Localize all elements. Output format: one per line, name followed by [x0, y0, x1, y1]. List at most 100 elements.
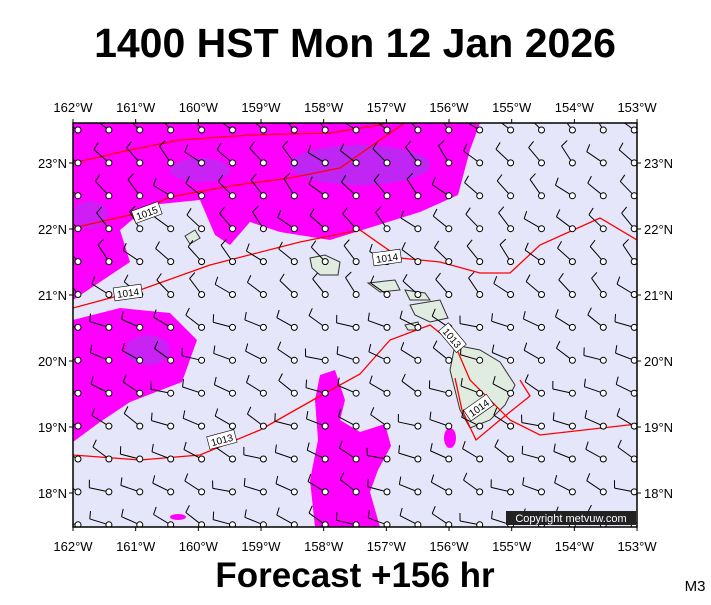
barb-station [199, 390, 205, 396]
lon-label: 155°W [492, 100, 532, 115]
barb-station [508, 456, 514, 462]
barb-station [353, 193, 359, 199]
barb-station [137, 160, 143, 166]
barb-feather [59, 378, 60, 386]
barb-station [260, 324, 266, 330]
barb-station [446, 390, 452, 396]
barb-station [230, 193, 236, 199]
barb-station [569, 489, 575, 495]
barb-station [106, 423, 112, 429]
barb-station [322, 423, 328, 429]
barb-station [508, 226, 514, 232]
lon-label: 157°W [367, 539, 407, 554]
barb-station [600, 292, 606, 298]
barb-station [168, 160, 174, 166]
barb-station [569, 390, 575, 396]
barb-station [75, 127, 81, 133]
title: 1400 HST Mon 12 Jan 2026 [94, 20, 616, 66]
barb-feather [61, 441, 64, 449]
lon-label: 156°W [429, 100, 469, 115]
barb-station [477, 193, 483, 199]
barb-station [539, 456, 545, 462]
copyright: Copyright metvuw.com [515, 513, 626, 525]
barb-station [322, 160, 328, 166]
lat-label: 20°N [644, 354, 673, 369]
barb-station [199, 357, 205, 363]
barb-station [569, 324, 575, 330]
map-area [58, 107, 637, 527]
barb-station [260, 357, 266, 363]
barb-station [322, 292, 328, 298]
barb-station [230, 357, 236, 363]
barb-station [137, 193, 143, 199]
barb-station [415, 292, 421, 298]
barb-station [477, 259, 483, 265]
lon-label: 159°W [241, 539, 281, 554]
barb-station [539, 127, 545, 133]
barb-station [291, 489, 297, 495]
lat-label: 22°N [644, 222, 673, 237]
barb-station [230, 390, 236, 396]
barb-station [75, 357, 81, 363]
barb-station [106, 160, 112, 166]
barb-station [508, 292, 514, 298]
barb-station [137, 226, 143, 232]
barb-station [199, 127, 205, 133]
barb-station [539, 193, 545, 199]
barb-station [477, 456, 483, 462]
barb-station [600, 390, 606, 396]
barb-station [168, 357, 174, 363]
barb-station [106, 456, 112, 462]
barb-feather [62, 144, 65, 151]
barb-station [477, 390, 483, 396]
barb-station [384, 489, 390, 495]
barb-station [75, 226, 81, 232]
barb-station [353, 489, 359, 495]
barb-station [230, 456, 236, 462]
barb-station [384, 456, 390, 462]
barb-station [75, 456, 81, 462]
barb-station [446, 292, 452, 298]
lat-label: 19°N [644, 420, 673, 435]
barb-station [322, 324, 328, 330]
lon-label: 153°W [617, 100, 657, 115]
barb-station [508, 193, 514, 199]
lon-label: 154°W [555, 539, 595, 554]
barb-station [230, 324, 236, 330]
barb-station [260, 259, 266, 265]
barb-station [539, 357, 545, 363]
barb-feather [615, 314, 616, 322]
barb-station [106, 324, 112, 330]
barb-station [415, 160, 421, 166]
lat-label: 19°N [38, 420, 67, 435]
barb-station [477, 292, 483, 298]
barb-station [199, 193, 205, 199]
barb-station [600, 160, 606, 166]
barb-station [446, 127, 452, 133]
barb-station [199, 456, 205, 462]
barb-station [477, 357, 483, 363]
barb-station [106, 226, 112, 232]
barb-station [230, 160, 236, 166]
barb-station [353, 259, 359, 265]
barb-station [260, 193, 266, 199]
barb-station [230, 423, 236, 429]
barb-station [569, 292, 575, 298]
barb-station [600, 456, 606, 462]
barb-station [539, 489, 545, 495]
barb-station [415, 489, 421, 495]
lat-label: 21°N [644, 288, 673, 303]
barb-station [199, 489, 205, 495]
barb-station [168, 226, 174, 232]
barb-station [384, 127, 390, 133]
barb-feather [158, 108, 163, 114]
barb-station [291, 292, 297, 298]
barb-station [353, 390, 359, 396]
barb-station [477, 226, 483, 232]
barb-station [291, 193, 297, 199]
barb-station [106, 489, 112, 495]
barb-station [415, 259, 421, 265]
barb-station [199, 423, 205, 429]
lat-label: 18°N [38, 486, 67, 501]
barb-station [384, 292, 390, 298]
